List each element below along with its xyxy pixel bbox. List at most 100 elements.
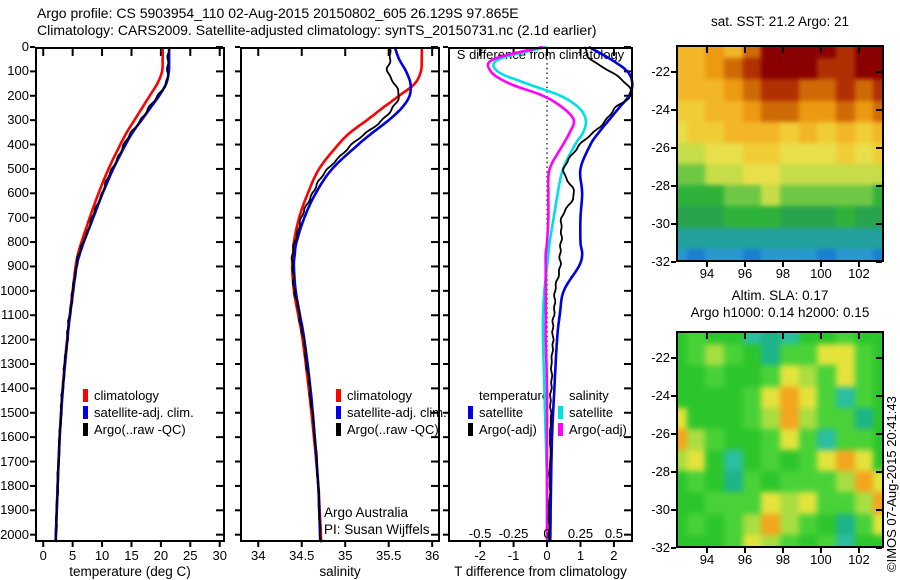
- heatmap-cell: [817, 58, 836, 80]
- heatmap-cell: [676, 386, 687, 408]
- heatmap-cell: [742, 206, 762, 228]
- heatmap-cell: [742, 471, 762, 493]
- heatmap-cell: [686, 58, 706, 80]
- heatmap-cell: [723, 100, 743, 122]
- heatmap-cell: [873, 471, 884, 493]
- heatmap-cell: [742, 331, 762, 345]
- latitude-tick-label: -30: [651, 215, 670, 231]
- heatmap-cell: [723, 534, 743, 548]
- legend-line-swatch: [336, 406, 341, 419]
- heatmap-cell: [676, 513, 687, 535]
- heatmap-cell: [723, 386, 743, 408]
- depth-tick-label: 2000: [0, 526, 29, 542]
- heatmap-cell: [742, 407, 762, 429]
- legend-line-swatch: [83, 389, 88, 402]
- profile-line-climatology: [290, 46, 424, 543]
- heatmap-cell: [779, 331, 799, 345]
- temperature-legend: climatology satellite-adj. clim. Argo(..…: [83, 387, 194, 438]
- heatmap-cell: [817, 79, 836, 101]
- x-tick-label: 35.5: [376, 548, 402, 563]
- heatmap-cell: [686, 142, 706, 165]
- heatmap-cell: [779, 45, 799, 59]
- heatmap-cell: [817, 164, 836, 186]
- heatmap-cell: [705, 142, 724, 165]
- heatmap-cell: [854, 386, 874, 408]
- heatmap-cell: [761, 164, 780, 186]
- argo-program-note: Argo Australia PI: Susan Wijffels: [324, 504, 430, 538]
- salinity-legend: climatology satellite-adj. clim. Argo(..…: [336, 387, 447, 438]
- heatmap-cell: [873, 365, 884, 387]
- legend-item: climatology: [336, 387, 447, 404]
- longitude-tick-label: 96: [737, 552, 753, 567]
- heatmap-cell: [705, 248, 724, 262]
- profile-plot: [30, 46, 225, 547]
- depth-tick-label: 1800: [0, 477, 29, 493]
- map-frame: [676, 331, 884, 548]
- heatmap-cell: [873, 450, 884, 472]
- heatmap-cell: [798, 513, 818, 535]
- heatmap-cell: [686, 248, 706, 262]
- heatmap-cell: [676, 365, 687, 387]
- heatmap-cell: [835, 121, 855, 143]
- heatmap-cell: [835, 185, 855, 207]
- legend-label: satellite-adj. clim.: [347, 405, 447, 420]
- depth-tick-label: 1900: [0, 502, 29, 518]
- heatmap-cell: [723, 121, 743, 143]
- x-tick-label: 0: [39, 548, 47, 563]
- heatmap-cell: [705, 428, 724, 451]
- heatmap-cell: [761, 513, 780, 535]
- heatmap-cell: [686, 206, 706, 228]
- longitude-tick-label: 98: [775, 552, 791, 567]
- longitude-tick-label: 102: [848, 552, 870, 567]
- heatmap-cell: [873, 185, 884, 207]
- x-tick-label: 20: [153, 548, 169, 563]
- longitude-tick-label: 102: [848, 266, 870, 281]
- legend-line-swatch: [558, 406, 563, 419]
- depth-tick-label: 800: [7, 234, 29, 250]
- heatmap-cell: [779, 248, 799, 262]
- heatmap-cell: [723, 164, 743, 186]
- x-axis-label-salinity: salinity: [319, 564, 361, 579]
- heatmap-cell: [854, 185, 874, 207]
- heatmap-cell: [835, 492, 855, 514]
- heatmap-cell: [798, 248, 818, 262]
- argo-program: Argo Australia: [324, 505, 409, 520]
- heatmap-cell: [686, 344, 706, 366]
- x-axis-label-t-difference: T difference from climatology: [454, 564, 627, 579]
- heatmap-cell: [676, 58, 687, 80]
- heatmap-cell: [705, 492, 724, 514]
- heatmap-cell: [817, 100, 836, 122]
- heatmap-cell: [854, 492, 874, 514]
- heatmap-cell: [723, 492, 743, 514]
- x-tick-label: 0: [543, 548, 551, 563]
- heatmap-cell: [705, 407, 724, 429]
- heatmap-cell: [686, 450, 706, 472]
- heatmap-cell: [686, 79, 706, 101]
- heatmap-cell: [798, 331, 818, 345]
- legend-line-swatch: [336, 423, 341, 436]
- x-tick-label: -1: [507, 548, 520, 563]
- latitude-tick-label: -26: [651, 425, 670, 441]
- heatmap-cell: [686, 365, 706, 387]
- heatmap-cell: [873, 100, 884, 122]
- heatmap-cell: [798, 206, 818, 228]
- x-tick-label: 34: [251, 548, 266, 563]
- depth-tick-label: 1300: [0, 355, 29, 371]
- heatmap-cell: [873, 121, 884, 143]
- heatmap-cell: [761, 79, 780, 101]
- heatmap-grid: [676, 331, 884, 548]
- heatmap-cell: [742, 344, 762, 366]
- heatmap-cell: [676, 534, 687, 548]
- heatmap-cell: [854, 206, 874, 228]
- heatmap-cell: [798, 79, 818, 101]
- legend-label: Argo(..raw -QC): [94, 422, 186, 437]
- x-tick-label: 5: [69, 548, 77, 563]
- profile-plot: [443, 45, 634, 547]
- heatmap-cell: [705, 100, 724, 122]
- x-tick-label: 2: [610, 548, 618, 563]
- heatmap-cell: [817, 513, 836, 535]
- latitude-tick-label: -32: [651, 540, 670, 555]
- heatmap-cell: [705, 121, 724, 143]
- heatmap-cell: [835, 365, 855, 387]
- heatmap-cell: [779, 227, 799, 249]
